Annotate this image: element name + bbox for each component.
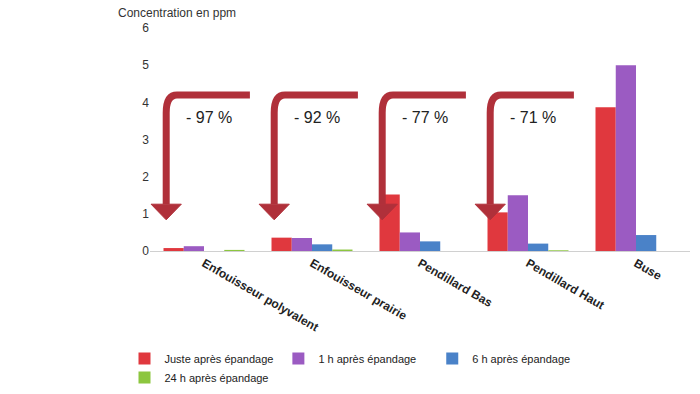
svg-text:- 77 %: - 77 % [402, 109, 448, 126]
svg-text:Buse: Buse [632, 256, 665, 283]
svg-text:Juste après épandage: Juste après épandage [165, 353, 274, 365]
svg-text:Enfouisseur prairie: Enfouisseur prairie [308, 256, 410, 323]
svg-text:- 92 %: - 92 % [294, 109, 340, 126]
svg-text:24 h après épandage: 24 h après épandage [165, 372, 269, 384]
svg-text:6: 6 [142, 21, 149, 35]
svg-text:Enfouisseur polyvalent: Enfouisseur polyvalent [200, 256, 321, 334]
svg-text:0: 0 [142, 244, 149, 258]
svg-text:3: 3 [142, 133, 149, 147]
svg-text:Pendillard Bas: Pendillard Bas [416, 256, 495, 310]
svg-text:Pendillard Haut: Pendillard Haut [524, 256, 607, 312]
svg-text:1 h après épandage: 1 h après épandage [318, 353, 416, 365]
svg-text:- 71 %: - 71 % [510, 109, 556, 126]
svg-text:- 97 %: - 97 % [186, 109, 232, 126]
svg-text:5: 5 [142, 58, 149, 72]
svg-text:2: 2 [142, 170, 149, 184]
svg-text:1: 1 [142, 207, 149, 221]
svg-text:6 h après épandage: 6 h après épandage [472, 353, 570, 365]
svg-text:Concentration en ppm: Concentration en ppm [118, 6, 236, 20]
svg-text:4: 4 [142, 96, 149, 110]
